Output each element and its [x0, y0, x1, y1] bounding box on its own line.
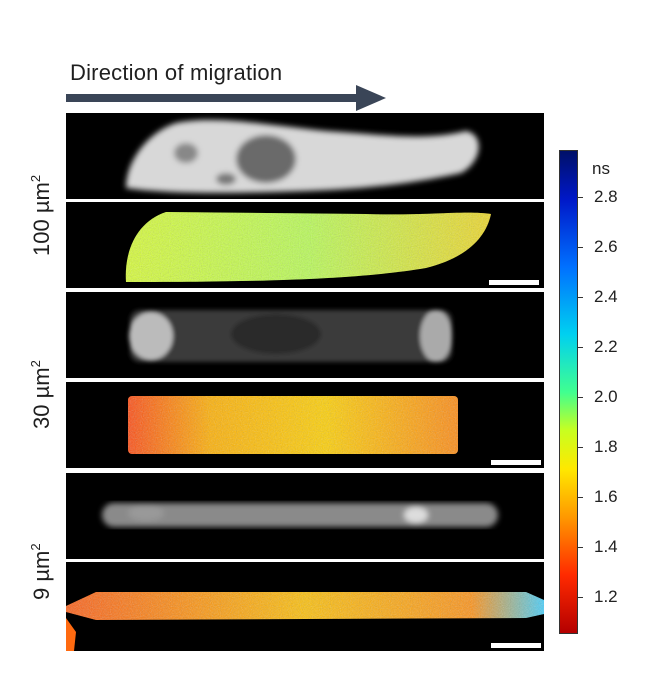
colorbar-tick — [578, 197, 583, 198]
cell-9-lifetime-image — [66, 592, 544, 651]
row-label-30: 30 µm2 — [28, 360, 54, 429]
direction-label: Direction of migration — [70, 60, 283, 85]
migration-arrow-icon — [66, 85, 386, 111]
cell-100-lifetime-image — [125, 212, 491, 282]
colorbar-tick-label: 2.6 — [594, 237, 618, 256]
colorbar-tick — [578, 247, 583, 248]
colorbar-tick — [578, 297, 583, 298]
colorbar-tick-label: 2.8 — [594, 187, 618, 206]
colorbar-unit: ns — [592, 159, 610, 178]
cell-100-lifetime-panel — [66, 202, 544, 288]
cell-9-lifetime-panel — [66, 562, 544, 651]
cell-30-grayscale-image — [129, 310, 452, 362]
cell-30-lifetime-image — [128, 396, 458, 454]
colorbar-tick — [578, 547, 583, 548]
cell-30-grayscale-panel — [66, 292, 544, 378]
colorbar-tick — [578, 497, 583, 498]
row-label-100: 100 µm2 — [28, 174, 54, 256]
scale-bar — [491, 460, 541, 465]
colorbar — [559, 150, 578, 634]
scale-bar — [491, 643, 541, 648]
colorbar-tick-label: 1.8 — [594, 437, 618, 456]
colorbar-tick — [578, 397, 583, 398]
colorbar-tick-label: 1.6 — [594, 487, 618, 506]
scale-bar — [489, 280, 539, 285]
cell-9-grayscale-panel — [66, 473, 544, 559]
cell-9-grayscale-image — [102, 503, 498, 527]
colorbar-tick-label: 1.2 — [594, 587, 618, 606]
colorbar-tick — [578, 597, 583, 598]
colorbar-tick-label: 2.0 — [594, 387, 618, 406]
colorbar-tick-label: 2.4 — [594, 287, 618, 306]
row-label-9: 9 µm2 — [28, 543, 54, 600]
colorbar-tick — [578, 347, 583, 348]
cell-100-grayscale-image — [126, 120, 479, 193]
cell-30-lifetime-panel — [66, 382, 544, 468]
colorbar-tick-label: 2.2 — [594, 337, 618, 356]
colorbar-tick-label: 1.4 — [594, 537, 618, 556]
colorbar-tick — [578, 447, 583, 448]
cell-100-grayscale-panel — [66, 113, 544, 199]
